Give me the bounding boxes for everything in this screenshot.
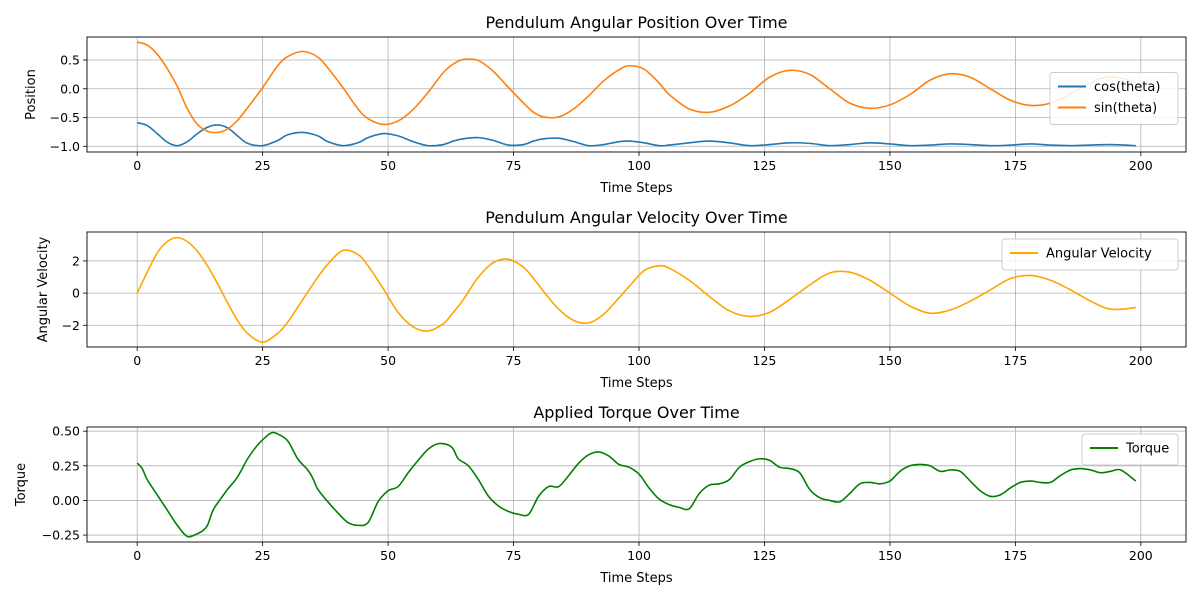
legend-box — [1001, 238, 1179, 271]
chart-title: Pendulum Angular Position Over Time — [485, 13, 787, 32]
x-axis-label: Time Steps — [599, 571, 673, 586]
x-tick-label: 75 — [506, 548, 522, 563]
position-chart: 0 25 50 75 100 125 150 175 200 −1.0 −0.5 0.0 0.5 Pend… — [24, 13, 1187, 196]
legend: cos(theta) sin(theta) — [1049, 72, 1179, 125]
x-tick-label: 125 — [753, 548, 777, 563]
velocity-chart: 0 25 50 75 100 125 150 175 200 −2 0 2 Pendulum Angul… — [36, 208, 1187, 391]
y-tick-label: −2 — [62, 318, 80, 333]
y-tick-label: −0.5 — [50, 110, 80, 125]
chart-title: Applied Torque Over Time — [533, 403, 739, 422]
series-line — [136, 41, 1137, 134]
legend: Angular Velocity — [1001, 238, 1179, 271]
legend-label: cos(theta) — [1094, 80, 1160, 95]
plot-frame — [86, 231, 1187, 348]
x-tick-label: 175 — [1003, 548, 1027, 563]
x-tick-label: 100 — [627, 158, 651, 173]
series-line — [136, 236, 1136, 343]
x-tick-label: 50 — [380, 158, 396, 173]
x-tick-label: 175 — [1003, 158, 1027, 173]
y-axis-label: Torque — [14, 463, 29, 507]
x-axis-label: Time Steps — [599, 376, 673, 391]
x-tick-label: 75 — [506, 353, 522, 368]
x-tick-label: 25 — [255, 548, 271, 563]
legend: Torque — [1081, 433, 1179, 466]
y-tick-label: 0.25 — [52, 458, 80, 473]
y-tick-label: 0 — [72, 286, 80, 301]
x-tick-label: 150 — [878, 158, 902, 173]
x-tick-label: 175 — [1003, 353, 1027, 368]
x-tick-label: 100 — [627, 548, 651, 563]
x-tick-label: 125 — [753, 158, 777, 173]
torque-chart: 0 25 50 75 100 125 150 175 200 −0.25 0.00 0.25 0.50 A… — [14, 403, 1187, 586]
x-axis-label: Time Steps — [599, 181, 673, 196]
x-tick-label: 75 — [506, 158, 522, 173]
x-tick-label: 200 — [1129, 158, 1153, 173]
y-axis-label: Angular Velocity — [36, 236, 51, 342]
series-line — [136, 121, 1136, 147]
y-tick-label: 0.50 — [52, 424, 80, 439]
legend-label: Torque — [1125, 442, 1169, 457]
y-tick-label: 0.00 — [52, 493, 80, 508]
y-axis-label: Position — [24, 69, 39, 120]
x-tick-label: 150 — [878, 353, 902, 368]
x-tick-label: 0 — [133, 353, 141, 368]
x-tick-label: 0 — [133, 158, 141, 173]
series-line — [136, 431, 1137, 538]
x-tick-label: 200 — [1129, 548, 1153, 563]
x-tick-label: 25 — [255, 353, 271, 368]
y-tick-label: 0.0 — [60, 81, 80, 96]
x-tick-label: 25 — [255, 158, 271, 173]
legend-label: Angular Velocity — [1046, 247, 1152, 262]
plot-frame — [86, 36, 1187, 153]
y-tick-label: −1.0 — [50, 139, 80, 154]
y-tick-label: 2 — [72, 253, 80, 268]
y-tick-label: 0.5 — [60, 53, 80, 68]
x-tick-label: 125 — [753, 353, 777, 368]
x-tick-label: 50 — [380, 353, 396, 368]
chart-title: Pendulum Angular Velocity Over Time — [485, 208, 788, 227]
x-tick-label: 150 — [878, 548, 902, 563]
y-tick-label: −0.25 — [42, 528, 80, 543]
legend-label: sin(theta) — [1094, 101, 1157, 116]
x-tick-label: 100 — [627, 353, 651, 368]
legend-box — [1081, 433, 1179, 466]
x-tick-label: 50 — [380, 548, 396, 563]
x-tick-label: 200 — [1129, 353, 1153, 368]
x-tick-label: 0 — [133, 548, 141, 563]
plot-frame — [86, 426, 1187, 543]
